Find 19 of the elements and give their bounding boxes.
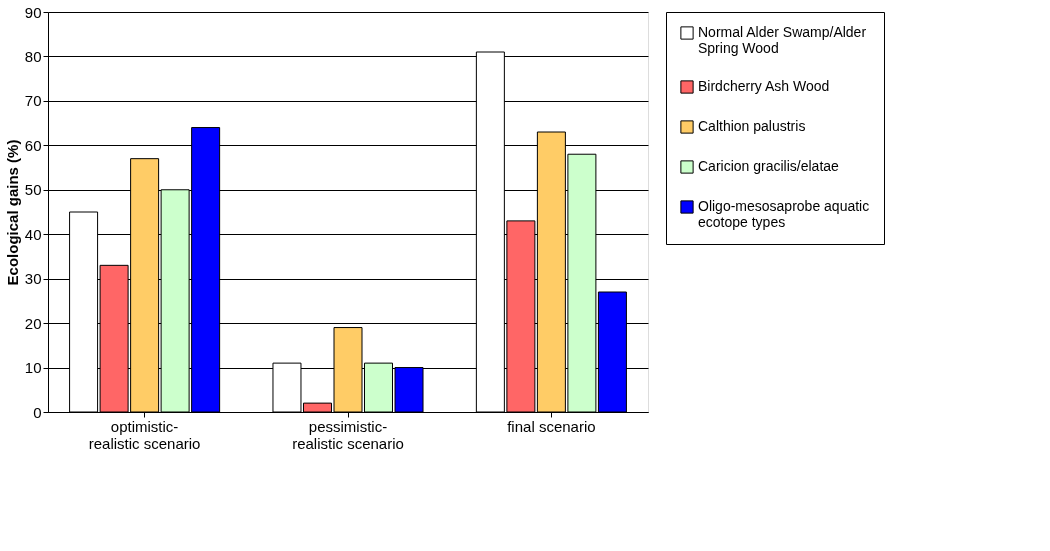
y-tick-label: 80 (24, 47, 42, 65)
y-axis-title: Ecological gains (%) (3, 139, 21, 286)
legend-label: Birdcherry Ash Wood (698, 78, 830, 94)
x-tick-label: pessimistic-realistic scenario (292, 417, 404, 452)
y-tick-label: 40 (24, 225, 42, 243)
legend-label: Oligo-mesosaprobe aquatic ecotope types (698, 198, 870, 230)
y-tick-label: 70 (24, 92, 42, 110)
legend-label: Normal Alder Swamp/Alder Spring Wood (698, 24, 867, 56)
y-tick-label: 90 (24, 3, 42, 21)
x-tick-label: final scenario (507, 417, 596, 435)
x-tick-label: optimistic-realistic scenario (88, 417, 201, 452)
y-tick-label: 30 (24, 270, 42, 288)
y-tick-label: 60 (24, 136, 42, 154)
y-tick-label: 0 (33, 403, 42, 421)
y-tick-label: 50 (24, 181, 42, 199)
legend-label: Caricion gracilis/elatae (698, 158, 840, 174)
y-tick-label: 20 (24, 314, 42, 332)
legend-label: Calthion palustris (698, 118, 806, 134)
y-tick-label: 10 (24, 359, 42, 377)
